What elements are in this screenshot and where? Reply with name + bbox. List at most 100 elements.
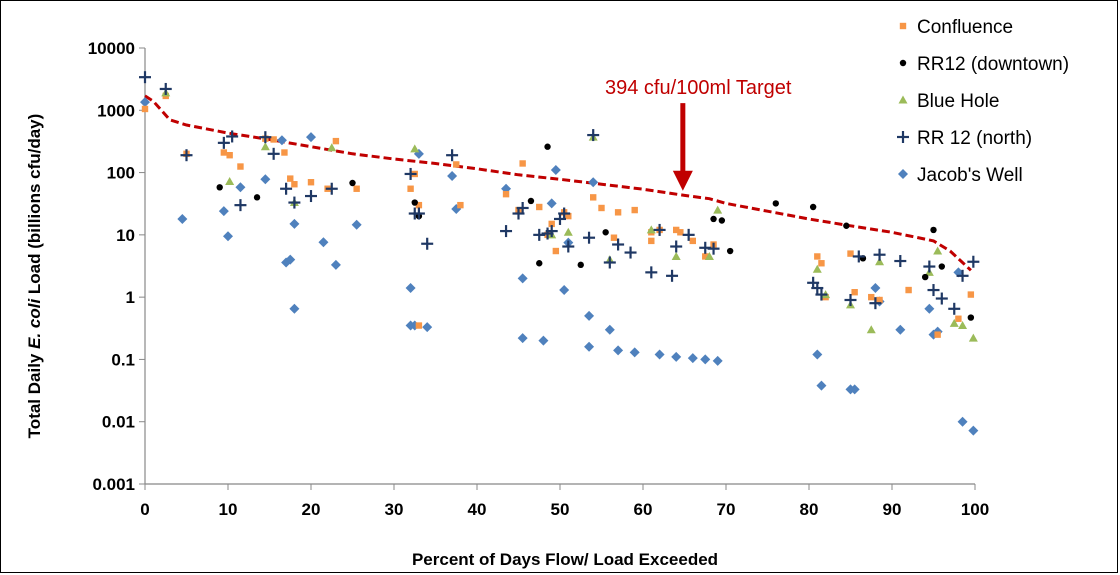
data-point [306, 132, 316, 143]
data-point [815, 288, 828, 301]
data-point [410, 144, 420, 153]
data-point [948, 302, 961, 315]
data-point [958, 321, 968, 330]
data-point [446, 149, 459, 162]
data-point [330, 259, 341, 270]
data-point [546, 198, 557, 209]
y-tick-label: 10000 [88, 39, 135, 58]
data-point [844, 293, 857, 306]
legend-label: Blue Hole [917, 91, 999, 112]
data-point [538, 335, 549, 346]
data-point [325, 182, 338, 195]
data-point [612, 238, 625, 251]
data-point [559, 285, 570, 296]
y-tick-label: 0.1 [111, 350, 135, 369]
data-point [500, 225, 513, 238]
target-line [144, 94, 972, 272]
legend-label: RR 12 (north) [917, 128, 1032, 149]
data-point [631, 206, 638, 214]
data-point [895, 324, 906, 335]
data-point [353, 185, 360, 192]
data-point [281, 149, 288, 156]
data-point [415, 322, 423, 329]
data-point [577, 261, 584, 269]
data-point [291, 181, 298, 188]
data-point [653, 223, 666, 236]
data-point [253, 194, 261, 201]
data-point [934, 331, 941, 338]
data-point [809, 203, 817, 211]
legend-marker [897, 131, 909, 143]
data-point [670, 240, 683, 253]
data-point [267, 147, 280, 160]
data-point [218, 206, 229, 217]
data-point [712, 355, 723, 366]
data-point [604, 324, 615, 335]
data-point [868, 293, 875, 301]
data-point [220, 149, 228, 156]
target-annotation-label: 394 cfu/100ml Target [605, 77, 792, 99]
legend-marker [899, 22, 907, 30]
data-point [873, 248, 886, 261]
data-point [583, 231, 596, 244]
data-point [590, 194, 597, 201]
data-point [957, 416, 968, 427]
data-point [666, 269, 679, 282]
data-point [707, 242, 720, 255]
data-point [772, 200, 779, 207]
data-point [235, 182, 246, 193]
data-point [852, 250, 865, 263]
data-point [140, 97, 150, 108]
data-point [332, 137, 340, 145]
data-point [587, 129, 600, 142]
data-point [710, 215, 717, 223]
data-point [673, 226, 680, 234]
legend-label: Jacob's Well [917, 165, 1023, 186]
data-point [922, 273, 929, 281]
data-point [405, 283, 416, 294]
data-point [875, 257, 885, 266]
y-tick-label: 0.01 [102, 413, 135, 432]
x-tick-label: 0 [140, 500, 149, 519]
data-point [927, 284, 940, 297]
annotation-group: 394 cfu/100ml Target [605, 77, 792, 191]
data-point [139, 71, 151, 84]
data-point [327, 143, 337, 152]
data-point [718, 217, 726, 224]
data-point [646, 225, 656, 234]
data-point [287, 175, 294, 182]
legend-marker [899, 59, 907, 67]
data-point [407, 185, 414, 192]
data-point [318, 237, 329, 248]
data-point [552, 247, 560, 255]
data-point [671, 351, 682, 362]
data-point [598, 204, 605, 212]
data-point [349, 179, 356, 187]
y-tick-label: 1 [126, 288, 135, 307]
data-point [536, 203, 543, 211]
data-points [139, 71, 980, 436]
x-tick-label: 20 [302, 500, 321, 519]
data-point [870, 283, 881, 294]
data-point [519, 160, 526, 167]
data-point [558, 207, 571, 220]
y-axis-title-part: E. coli [25, 298, 44, 349]
legend-label: Confluence [917, 17, 1013, 38]
data-point [610, 234, 618, 241]
data-point [613, 345, 624, 356]
data-point [305, 190, 317, 203]
y-axis-title-part: Load (billions cfu/day) [25, 114, 44, 299]
data-point [516, 201, 529, 214]
data-point [527, 197, 535, 205]
data-point [545, 225, 558, 238]
data-point [648, 237, 655, 245]
x-tick-label: 10 [219, 500, 238, 519]
data-point [851, 289, 858, 296]
x-tick-label: 50 [551, 500, 570, 519]
x-tick-label: 40 [468, 500, 487, 519]
data-point [818, 260, 825, 267]
data-point [234, 199, 247, 212]
data-point [502, 190, 510, 198]
y-tick-label: 0.001 [92, 475, 135, 494]
